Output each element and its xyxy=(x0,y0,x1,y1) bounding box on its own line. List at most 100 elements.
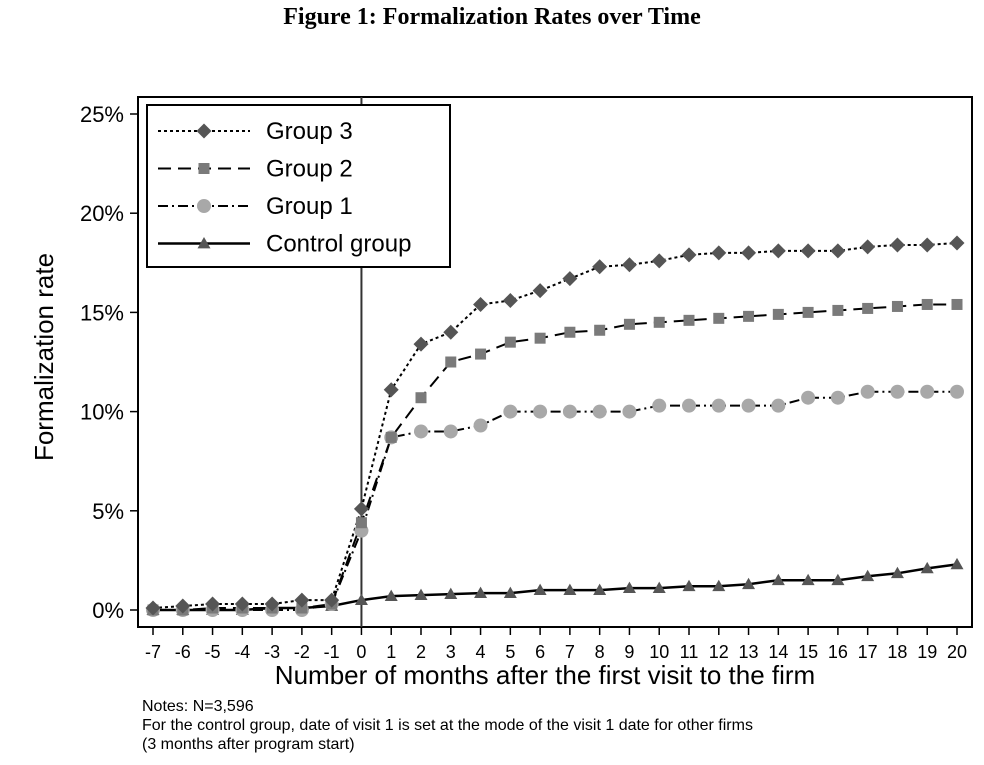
data-point-group-3 xyxy=(800,243,816,259)
x-tick-label: 0 xyxy=(356,642,366,662)
data-point-group-3 xyxy=(502,292,518,308)
data-point-control-group xyxy=(354,593,368,605)
series-line-group-2 xyxy=(153,303,957,611)
data-point-control-group xyxy=(593,583,607,596)
data-point-group-3 xyxy=(949,235,965,251)
data-point-group-1 xyxy=(622,404,637,419)
data-point-control-group xyxy=(771,573,785,586)
x-axis-label: Number of months after the first visit t… xyxy=(275,660,815,690)
x-tick-label: 17 xyxy=(858,642,878,662)
data-point-group-2 xyxy=(891,300,903,312)
data-point-group-1 xyxy=(801,390,816,405)
data-point-group-2 xyxy=(951,298,963,310)
y-tick-label: 10% xyxy=(80,400,124,425)
x-tick-label: -6 xyxy=(175,642,191,662)
data-point-group-3 xyxy=(562,271,578,287)
data-point-group-3 xyxy=(383,382,399,398)
data-point-group-2 xyxy=(772,308,784,320)
notes-line-2: For the control group, date of visit 1 i… xyxy=(142,717,753,734)
legend-label-group-1: Group 1 xyxy=(266,193,353,220)
data-point-group-2 xyxy=(385,431,397,443)
legend: Group 3 Group 2 Group 1 Control group xyxy=(146,104,451,268)
data-point-group-3 xyxy=(443,324,459,340)
x-tick-label: 12 xyxy=(709,642,729,662)
x-tick-label: 5 xyxy=(505,642,515,662)
x-tick-label: 3 xyxy=(446,642,456,662)
x-tick-label: 19 xyxy=(917,642,937,662)
x-tick-label: -3 xyxy=(264,642,280,662)
y-tick-label: 5% xyxy=(92,499,124,524)
data-point-group-3 xyxy=(741,245,757,261)
data-point-group-1 xyxy=(592,404,607,419)
legend-marker-control-group xyxy=(197,237,211,249)
x-tick-label: 9 xyxy=(624,642,634,662)
data-point-control-group xyxy=(384,589,398,601)
data-point-group-2 xyxy=(296,602,308,614)
data-point-control-group xyxy=(861,569,875,582)
notes-line-1: Notes: N=3,596 xyxy=(142,698,254,715)
data-point-control-group xyxy=(622,581,636,594)
data-point-control-group xyxy=(712,579,726,592)
data-point-group-2 xyxy=(504,336,516,348)
data-point-group-1 xyxy=(533,404,548,419)
legend-marker-group-1 xyxy=(197,199,211,213)
data-point-group-2 xyxy=(683,314,695,326)
x-tick-label: 8 xyxy=(595,642,605,662)
data-point-group-1 xyxy=(414,424,428,439)
x-tick-label: 1 xyxy=(386,642,396,662)
y-tick-label: 25% xyxy=(80,102,124,127)
data-point-group-3 xyxy=(234,596,250,612)
data-point-control-group xyxy=(801,573,815,586)
data-point-control-group xyxy=(920,561,934,574)
data-point-control-group xyxy=(890,566,904,579)
data-point-group-1 xyxy=(920,384,935,399)
data-point-group-1 xyxy=(473,418,488,433)
data-point-group-1 xyxy=(443,424,458,439)
x-tick-label: 16 xyxy=(828,642,848,662)
data-point-group-3 xyxy=(264,596,280,612)
x-tick-label: 18 xyxy=(887,642,907,662)
notes-line-3: (3 months after program start) xyxy=(142,736,355,753)
data-point-group-2 xyxy=(862,302,874,314)
data-point-group-3 xyxy=(473,296,489,312)
data-point-group-1 xyxy=(860,384,875,399)
data-point-group-3 xyxy=(205,596,221,612)
data-point-group-3 xyxy=(651,253,667,269)
data-point-group-3 xyxy=(711,245,727,261)
x-tick-label: 2 xyxy=(416,642,426,662)
x-tick-label: -2 xyxy=(294,642,310,662)
x-tick-label: 7 xyxy=(565,642,575,662)
data-point-group-3 xyxy=(413,336,429,352)
series-markers xyxy=(145,235,965,617)
data-point-group-1 xyxy=(652,398,667,413)
data-point-group-2 xyxy=(653,316,665,328)
x-tick-label: 6 xyxy=(535,642,545,662)
series-line-control-group xyxy=(153,563,958,612)
legend-label-group-3: Group 3 xyxy=(266,118,353,145)
data-point-group-3 xyxy=(175,598,191,614)
series-line-group-1 xyxy=(153,390,957,611)
data-point-group-2 xyxy=(832,304,844,316)
data-point-control-group xyxy=(503,586,517,599)
data-point-group-3 xyxy=(532,283,548,299)
data-point-group-2 xyxy=(564,326,576,338)
y-tick-label: 0% xyxy=(92,598,124,623)
y-tick-label: 20% xyxy=(80,201,124,226)
data-point-group-3 xyxy=(681,247,697,263)
x-tick-label: 10 xyxy=(649,642,669,662)
data-point-control-group xyxy=(474,586,488,599)
data-point-group-2 xyxy=(594,324,606,336)
data-point-control-group xyxy=(563,583,577,596)
y-axis-label: Formalization rate xyxy=(29,253,59,461)
data-point-group-1 xyxy=(771,398,786,413)
legend-label-group-2: Group 2 xyxy=(266,156,353,183)
axes-layer: 0%5%10%15%20%25%-7 -6 -5 -4 -3 -2 -1 0 1 2 3 4 5 6 7 8 9… xyxy=(29,96,973,690)
data-point-group-3 xyxy=(830,243,846,259)
data-point-group-1 xyxy=(562,404,577,419)
data-point-group-2 xyxy=(623,318,635,330)
x-tick-label: -4 xyxy=(234,642,250,662)
data-point-group-2 xyxy=(475,348,487,360)
data-point-group-3 xyxy=(353,501,369,517)
data-point-group-1 xyxy=(950,384,964,399)
chart-title: Figure 1: Formalization Rates over Time xyxy=(283,4,701,30)
